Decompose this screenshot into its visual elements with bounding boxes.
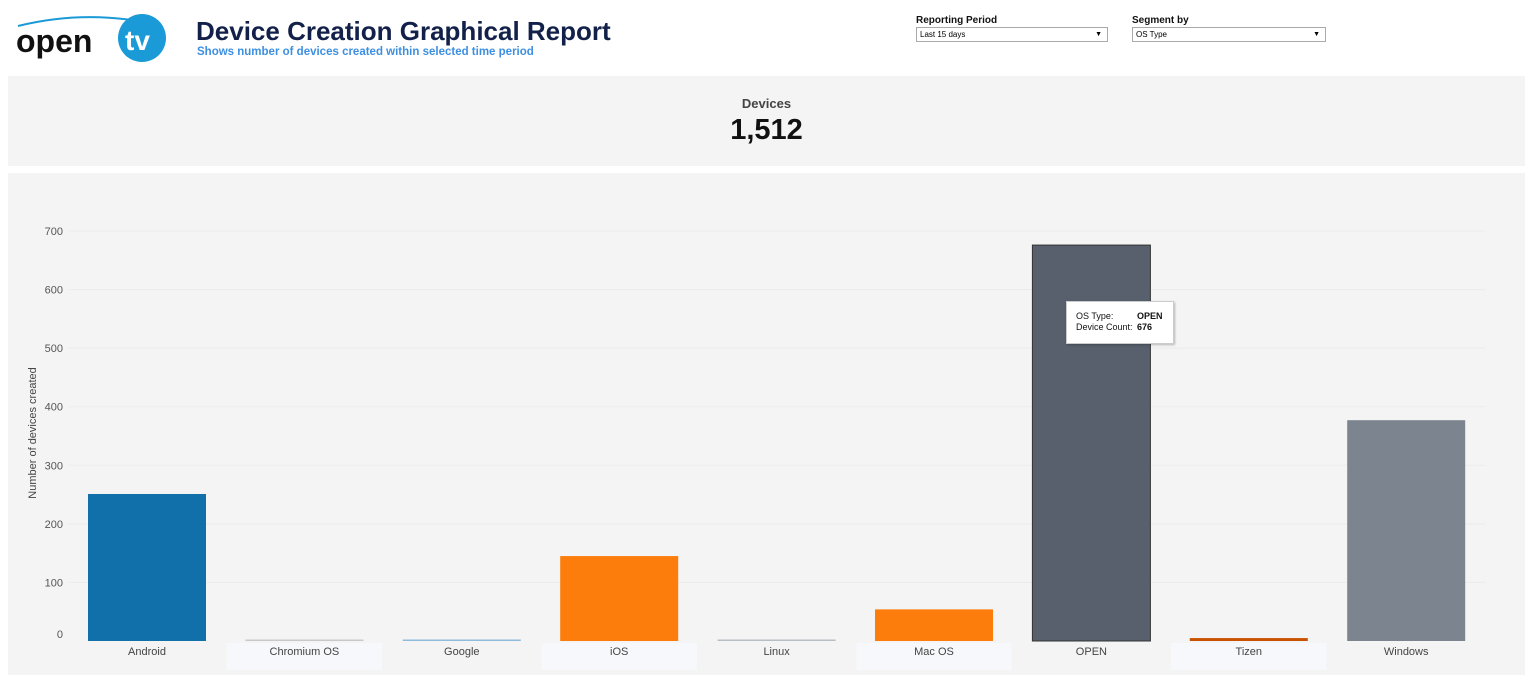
reporting-period-value: Last 15 days <box>920 30 966 39</box>
bar-windows <box>1347 420 1466 641</box>
y-tick-label: 300 <box>45 460 63 472</box>
page-subtitle: Shows number of devices created within s… <box>197 46 534 58</box>
x-tick-label: Windows <box>1384 646 1429 658</box>
svg-text:open: open <box>16 23 92 59</box>
tooltip-value-count: 676 <box>1137 322 1153 332</box>
x-tick-label: Linux <box>763 646 790 658</box>
kpi-panel: Devices 1,512 <box>8 76 1525 166</box>
y-tick-label: 0 <box>57 629 63 641</box>
segment-by-label: Segment by <box>1132 15 1189 26</box>
kpi-label: Devices <box>741 96 792 111</box>
kpi-value: 1,512 <box>730 114 803 146</box>
bar-ios <box>560 556 679 641</box>
reporting-period-select[interactable]: Last 15 days ▼ <box>916 27 1108 42</box>
x-tick-label: iOS <box>610 646 628 658</box>
y-axis-title: Number of devices created <box>27 367 39 498</box>
x-tick-label: Chromium OS <box>270 646 340 658</box>
bar-mac-os <box>875 609 993 641</box>
dropdown-arrow-icon: ▼ <box>1095 31 1102 38</box>
tooltip-key-count: Device Count: <box>1076 322 1133 332</box>
y-tick-label: 700 <box>45 226 63 238</box>
x-tick-label: OPEN <box>1076 646 1107 658</box>
segment-by-value: OS Type <box>1136 30 1167 39</box>
opentv-logo: open tv <box>16 14 166 62</box>
bar-chromium-os <box>245 639 364 641</box>
x-label-band <box>856 643 1012 670</box>
chart-panel <box>8 173 1525 675</box>
y-tick-label: 600 <box>45 285 63 297</box>
y-tick-label: 200 <box>45 519 63 531</box>
reporting-period-label: Reporting Period <box>916 15 998 26</box>
page-title: Device Creation Graphical Report <box>196 16 611 46</box>
y-tick-label: 400 <box>45 402 63 414</box>
y-tick-label: 500 <box>45 343 63 355</box>
tooltip: OS Type: OPEN Device Count: 676 <box>1066 301 1174 344</box>
bar-google <box>402 639 521 641</box>
bar-android <box>88 493 206 641</box>
x-tick-label: Google <box>444 646 479 658</box>
bar-linux <box>717 639 836 641</box>
svg-text:tv: tv <box>125 25 150 56</box>
dropdown-arrow-icon: ▼ <box>1313 31 1320 38</box>
x-label-band <box>1171 643 1327 670</box>
y-tick-label: 100 <box>45 577 63 589</box>
bar-tizen <box>1189 638 1308 641</box>
x-label-band <box>226 643 383 670</box>
x-tick-label: Mac OS <box>914 646 954 658</box>
segment-by-select[interactable]: OS Type ▼ <box>1132 27 1326 42</box>
x-tick-label: Android <box>128 646 166 658</box>
tooltip-value-os: OPEN <box>1137 311 1163 321</box>
tooltip-key-os: OS Type: <box>1076 311 1114 321</box>
x-label-band <box>541 643 697 670</box>
x-tick-label: Tizen <box>1236 646 1263 658</box>
